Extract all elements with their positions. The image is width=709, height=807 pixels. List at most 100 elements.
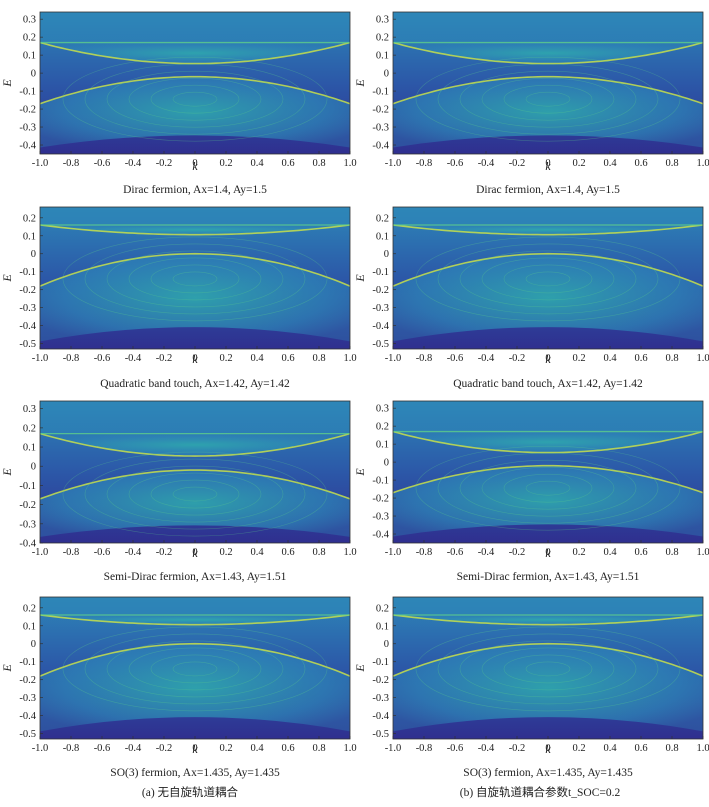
y-tick-label: 0 (31, 462, 36, 473)
upper-continuum (393, 401, 703, 432)
y-tick-label: -0.2 (372, 105, 389, 116)
y-tick-label: -0.1 (19, 657, 36, 668)
x-tick-label: -0.2 (156, 547, 173, 558)
panel-caption: Semi-Dirac fermion, Ax=1.43, Ay=1.51 (457, 571, 640, 583)
y-tick-label: 0 (31, 249, 36, 260)
y-tick-label: 0.3 (376, 15, 389, 26)
y-tick-label: 0.2 (23, 423, 36, 434)
fringe (459, 640, 637, 698)
lower-band-edge (393, 252, 703, 287)
fringe (503, 264, 593, 294)
y-tick-label: -0.5 (372, 729, 389, 740)
y-tick-label: 0 (31, 69, 36, 80)
x-tick-label: -0.6 (94, 743, 111, 754)
y-tick-label: -0.4 (372, 711, 389, 722)
y-tick-label: 0.1 (23, 231, 36, 242)
x-tick-label: -1.0 (385, 158, 402, 169)
y-tick-label: -0.4 (19, 141, 36, 152)
y-tick-label: -0.1 (372, 657, 389, 668)
y-tick-label: -0.3 (372, 303, 389, 314)
fringe (525, 661, 571, 677)
x-tick-label: -0.2 (509, 547, 526, 558)
x-tick-label: -0.6 (447, 353, 464, 364)
fringe (172, 661, 218, 677)
fringe (503, 84, 593, 114)
fringe (62, 626, 328, 712)
y-tick-label: 0.3 (23, 404, 36, 415)
figure-caption-a: (a) 无自旋轨道耦合 (142, 785, 239, 799)
x-tick-label: -0.8 (416, 353, 433, 364)
x-tick-label: 0.8 (312, 743, 325, 754)
panel-0-0: -1.0 -0.8 -0.6 -0.4 -0.2 0 0.2 0.4 0.6 0.8 1.0 -0.4… (0, 11, 357, 196)
x-tick-label: -0.4 (125, 158, 142, 169)
y-tick-label: 0.1 (376, 51, 389, 62)
x-tick-label: 1.0 (343, 547, 356, 558)
x-tick-label: 0.4 (603, 743, 617, 754)
x-tick-label: 0.8 (665, 158, 678, 169)
x-tick-label: 0.6 (634, 158, 647, 169)
x-tick-label: 0 (192, 353, 197, 364)
x-tick-label: 0.6 (634, 743, 647, 754)
lower-band-edge (40, 469, 350, 500)
x-tick-label: -0.8 (63, 547, 80, 558)
x-tick-label: -0.4 (125, 743, 142, 754)
x-tick-label: 0.6 (281, 353, 294, 364)
x-tick-label: -1.0 (32, 743, 49, 754)
y-tick-label: 0.1 (23, 621, 36, 632)
y-axis-label: E (353, 79, 367, 88)
panel-3-1: -1.0 -0.8 -0.6 -0.4 -0.2 0 0.2 0.4 0.6 0.8 1.0 -0.5… (353, 596, 709, 779)
y-tick-label: 0.1 (376, 621, 389, 632)
y-tick-label: -0.1 (19, 267, 36, 278)
fringe (415, 56, 681, 142)
x-tick-label: 0.6 (281, 158, 294, 169)
y-tick-label: 0.3 (376, 404, 389, 415)
x-tick-label: -0.6 (447, 743, 464, 754)
x-tick-label: 0.6 (634, 353, 647, 364)
y-tick-label: -0.2 (19, 285, 36, 296)
y-tick-label: -0.2 (372, 285, 389, 296)
x-tick-label: -0.6 (447, 158, 464, 169)
fringe (106, 250, 284, 308)
lower-band (393, 76, 703, 148)
y-tick-label: 0 (384, 69, 389, 80)
x-tick-label: -0.8 (416, 158, 433, 169)
x-tick-label: 0.4 (250, 353, 264, 364)
panel-caption: Quadratic band touch, Ax=1.42, Ay=1.42 (100, 378, 290, 390)
x-axis-label: k (192, 159, 198, 173)
fringe (84, 633, 306, 705)
y-tick-label: -0.4 (19, 539, 36, 550)
x-tick-label: 0.6 (281, 743, 294, 754)
y-tick-label: -0.4 (372, 141, 389, 152)
y-tick-label: -0.4 (372, 321, 389, 332)
x-tick-label: -0.4 (478, 353, 495, 364)
lower-band (393, 465, 703, 537)
x-tick-label: -0.2 (509, 158, 526, 169)
x-tick-label: 0 (545, 158, 550, 169)
y-tick-label: -0.3 (372, 693, 389, 704)
x-tick-label: -0.6 (94, 158, 111, 169)
x-tick-label: -0.6 (447, 547, 464, 558)
x-tick-label: -0.8 (416, 743, 433, 754)
fringe (415, 445, 681, 531)
y-axis-label: E (0, 79, 14, 88)
lower-band-edge (40, 252, 350, 287)
upper-band-edge (393, 41, 703, 65)
y-tick-label: 0.1 (376, 231, 389, 242)
panel-caption: Semi-Dirac fermion, Ax=1.43, Ay=1.51 (104, 571, 287, 583)
x-tick-label: 0.4 (250, 158, 264, 169)
fringe (128, 77, 262, 121)
x-tick-label: 0.6 (281, 547, 294, 558)
x-tick-label: 0.2 (219, 743, 232, 754)
y-tick-label: -0.2 (372, 494, 389, 505)
x-tick-label: 0 (192, 743, 197, 754)
x-tick-label: 0.8 (665, 547, 678, 558)
y-tick-label: 0.2 (376, 422, 389, 433)
x-tick-label: 1.0 (696, 547, 709, 558)
fringe (106, 70, 284, 128)
y-tick-label: 0.1 (376, 440, 389, 451)
x-tick-label: 1.0 (696, 158, 709, 169)
upper-continuum (393, 12, 703, 43)
y-tick-label: 0 (384, 639, 389, 650)
fringe (150, 84, 240, 114)
